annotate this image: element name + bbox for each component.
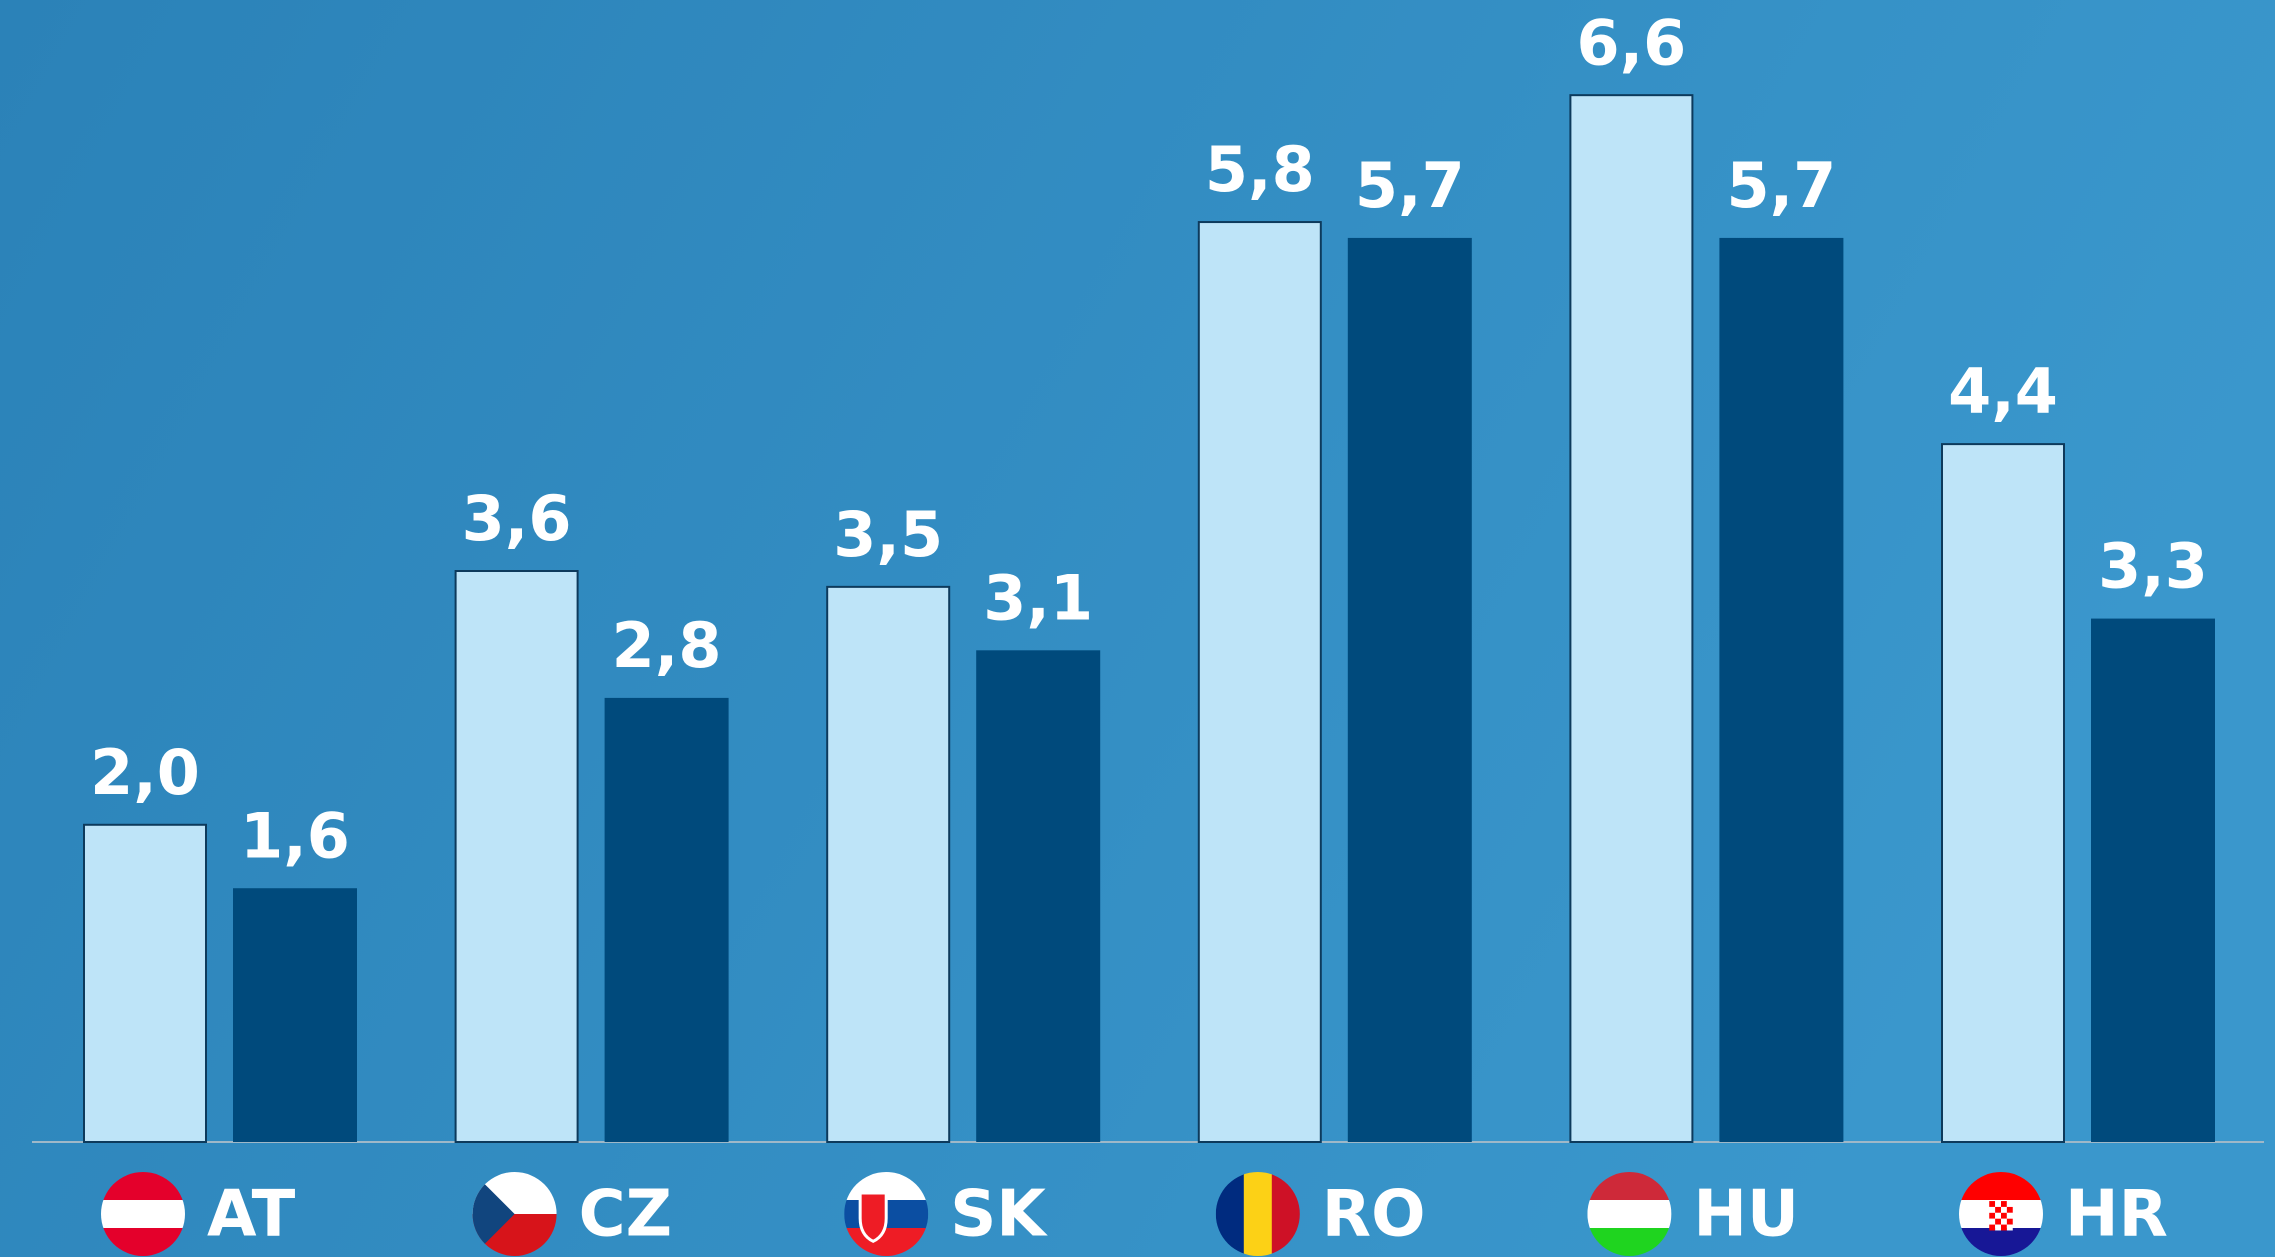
bar bbox=[826, 585, 951, 1143]
bar bbox=[976, 650, 1101, 1142]
value-label: 3,1 bbox=[983, 561, 1093, 634]
flag-stripe bbox=[101, 1200, 185, 1229]
value-label: 5,7 bbox=[1355, 149, 1465, 222]
value-label: 5,8 bbox=[1205, 133, 1315, 206]
value-label: 1,6 bbox=[240, 799, 350, 872]
flag-check bbox=[2001, 1206, 2007, 1213]
value-label: 3,6 bbox=[462, 482, 572, 555]
flag-stripe bbox=[1587, 1200, 1672, 1229]
value-label: 4,4 bbox=[1948, 355, 2058, 428]
flag-check bbox=[1989, 1206, 1996, 1213]
flags bbox=[101, 1172, 2043, 1256]
bar bbox=[1347, 237, 1472, 1142]
x-tick-label: SK bbox=[950, 1178, 1048, 1252]
flag-check bbox=[2001, 1201, 2007, 1207]
bar bbox=[233, 888, 357, 1142]
value-label: 2,0 bbox=[90, 736, 200, 809]
bar bbox=[604, 697, 729, 1142]
flag bbox=[1587, 1172, 1672, 1256]
flag-triangle bbox=[472, 1172, 515, 1256]
bar bbox=[83, 823, 207, 1143]
flag-check bbox=[2001, 1224, 2007, 1231]
flag bbox=[1215, 1172, 1300, 1256]
x-tick-label: HR bbox=[2065, 1178, 2168, 1252]
flag-check bbox=[2006, 1212, 2013, 1219]
flag-check bbox=[1989, 1224, 1996, 1231]
flag-check bbox=[1989, 1212, 1996, 1219]
flag-check bbox=[2006, 1206, 2013, 1213]
bar bbox=[1197, 221, 1322, 1144]
flag-check bbox=[2001, 1212, 2007, 1219]
flag bbox=[1959, 1172, 2043, 1256]
x-tick-label: RO bbox=[1322, 1178, 1426, 1252]
flag-check bbox=[1995, 1206, 2001, 1213]
flag-check bbox=[1989, 1218, 1996, 1225]
flag bbox=[472, 1172, 557, 1256]
bar bbox=[2091, 618, 2215, 1142]
flag-check bbox=[1989, 1201, 1996, 1207]
value-label: 5,7 bbox=[1726, 149, 1836, 222]
x-tick-label: CZ bbox=[579, 1178, 672, 1252]
flag-check bbox=[1995, 1201, 2001, 1207]
flag-check bbox=[2006, 1224, 2013, 1231]
flag-shield bbox=[858, 1191, 888, 1243]
flag-check bbox=[2006, 1201, 2013, 1207]
value-label: 2,8 bbox=[612, 609, 722, 682]
x-tick-label: AT bbox=[207, 1178, 296, 1252]
flag bbox=[101, 1172, 185, 1256]
bar bbox=[1719, 237, 1844, 1142]
bar bbox=[1941, 443, 2065, 1144]
value-label: 3,3 bbox=[2098, 530, 2208, 603]
flag bbox=[844, 1172, 929, 1256]
x-tick-label: HU bbox=[1693, 1178, 1799, 1252]
flag-check bbox=[1995, 1224, 2001, 1231]
bar bbox=[454, 570, 579, 1143]
flag-check bbox=[2006, 1218, 2013, 1225]
flag-check bbox=[1995, 1218, 2001, 1225]
flag-check bbox=[1995, 1212, 2001, 1219]
value-label: 3,5 bbox=[833, 498, 943, 571]
flag-check bbox=[2001, 1218, 2007, 1225]
flag-stripe bbox=[1243, 1172, 1273, 1256]
bar bbox=[1569, 94, 1694, 1144]
value-label: 6,6 bbox=[1576, 6, 1686, 79]
